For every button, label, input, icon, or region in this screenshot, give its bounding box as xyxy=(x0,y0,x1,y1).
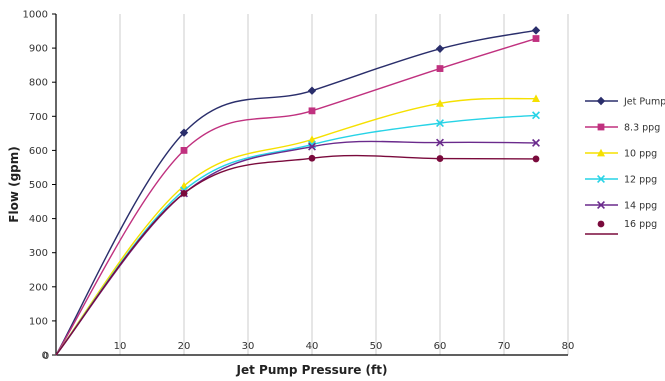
data-point xyxy=(307,86,317,95)
y-tick-label: 400 xyxy=(29,214,48,225)
series-5 xyxy=(55,154,540,356)
data-point xyxy=(435,44,445,53)
legend-item: 10 ppg xyxy=(585,149,657,160)
legend-marker xyxy=(596,96,606,106)
legend-label: Jet Pump xyxy=(623,97,665,108)
x-tick-label: 80 xyxy=(562,341,575,352)
legend-label: 12 ppg xyxy=(624,175,657,186)
legend-item: Jet Pump xyxy=(585,97,665,108)
y-tick-label: 100 xyxy=(29,316,48,327)
x-tick-label: 30 xyxy=(242,341,255,352)
data-point xyxy=(532,111,540,120)
data-point xyxy=(532,94,540,102)
data-point xyxy=(531,26,541,35)
x-tick-label: 40 xyxy=(306,341,319,352)
series-line xyxy=(55,29,537,356)
legend-marker xyxy=(597,220,605,228)
data-point xyxy=(436,138,444,147)
x-axis-title: Jet Pump Pressure (ft) xyxy=(236,363,388,377)
x-tick-label: 20 xyxy=(178,341,191,352)
data-point xyxy=(180,147,188,154)
x-tick-label: 60 xyxy=(434,341,447,352)
x-tick-label: 50 xyxy=(370,341,383,352)
x-tick-label: 10 xyxy=(114,341,127,352)
series-line xyxy=(55,140,537,356)
series-1 xyxy=(55,35,540,356)
data-point xyxy=(179,128,189,137)
data-point xyxy=(308,107,316,115)
y-tick-label: 200 xyxy=(29,282,48,293)
legend: Jet Pump 8.3 ppg 10 ppg 12 ppg 14 ppg 16 ppg xyxy=(585,97,665,235)
y-tick-label: 900 xyxy=(29,44,48,55)
y-tick-label: 1000 xyxy=(23,10,48,21)
grid xyxy=(119,14,569,355)
y-tick-label: 600 xyxy=(29,146,48,157)
series-line xyxy=(55,154,537,356)
y-tick-label: 800 xyxy=(29,78,48,89)
data-point xyxy=(532,35,540,42)
series-lines xyxy=(55,26,541,356)
y-tick-label: 300 xyxy=(29,248,48,259)
series-line xyxy=(55,97,537,356)
data-point xyxy=(308,142,316,151)
series-line xyxy=(55,37,537,356)
data-point xyxy=(180,189,188,197)
data-point xyxy=(308,135,316,143)
x-tick-label: 70 xyxy=(498,341,511,352)
y-axis-title: Flow (gpm) xyxy=(7,146,21,222)
data-point xyxy=(308,154,316,162)
legend-label: 16 ppg xyxy=(624,219,657,230)
data-point xyxy=(436,99,444,107)
data-point xyxy=(436,65,444,72)
data-point xyxy=(532,155,540,163)
series-0 xyxy=(55,26,541,356)
series-line xyxy=(55,114,537,356)
y-tick-label: 700 xyxy=(29,112,48,123)
legend-label: 10 ppg xyxy=(624,149,657,160)
legend-item: 16 ppg xyxy=(585,219,657,235)
legend-label: 8.3 ppg xyxy=(624,123,660,134)
data-point xyxy=(436,119,444,128)
legend-label: 14 ppg xyxy=(624,201,657,212)
series-4 xyxy=(55,138,540,356)
legend-item: 12 ppg xyxy=(585,175,657,186)
x-tick-label: 0 xyxy=(43,351,49,362)
y-tick-label: 500 xyxy=(29,180,48,191)
legend-item: 14 ppg xyxy=(585,201,657,212)
data-point xyxy=(532,138,540,147)
legend-item: 8.3 ppg xyxy=(585,123,660,134)
y-tick-label: 0 xyxy=(42,351,48,362)
legend-marker xyxy=(597,175,605,183)
axes xyxy=(52,13,568,356)
series-3 xyxy=(55,111,540,356)
legend-marker xyxy=(597,148,605,157)
legend-marker xyxy=(597,123,605,131)
legend-marker xyxy=(597,201,605,209)
data-point xyxy=(436,155,444,162)
